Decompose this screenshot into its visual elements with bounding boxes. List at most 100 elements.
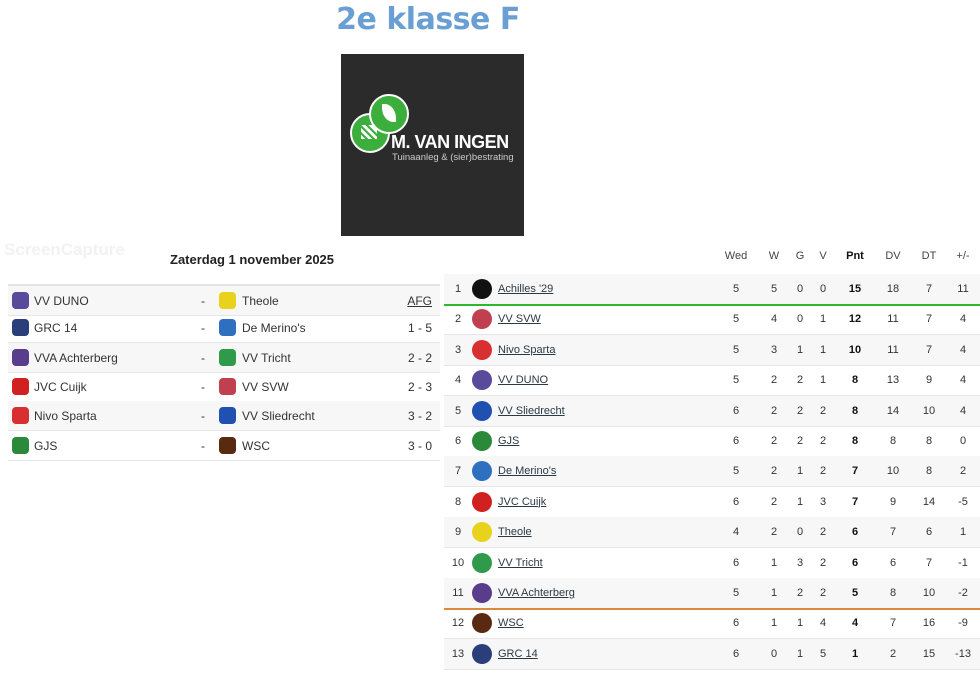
- team-link[interactable]: VV Sliedrecht: [498, 404, 565, 417]
- standings-row[interactable]: 1 Achilles '29 5 5 0 0 15 18 7 11: [444, 274, 980, 306]
- team-logo-icon: [472, 461, 492, 482]
- team-logo-icon: [472, 583, 492, 603]
- stat-dt: 9: [925, 374, 933, 387]
- standings-row[interactable]: 13 GRC 14 6 0 1 5 1 2 15 -13: [444, 638, 980, 670]
- stat-dt: 15: [922, 647, 936, 660]
- team-link[interactable]: Achilles '29: [498, 283, 554, 295]
- stat-pnt: 4: [851, 617, 859, 630]
- stat-dt: 7: [925, 283, 933, 295]
- stat-wed: 6: [732, 404, 740, 417]
- match-score[interactable]: AFG: [407, 294, 432, 308]
- team-rank: 10: [451, 556, 465, 569]
- team-link[interactable]: GJS: [498, 435, 520, 447]
- match-dash: -: [201, 379, 205, 394]
- stat-v: 2: [819, 465, 827, 478]
- standings-row[interactable]: 6 GJS 6 2 2 2 8 8 8 0: [444, 426, 980, 457]
- match-row[interactable]: Nivo Sparta - VV Sliedrecht 3 - 2: [8, 401, 440, 432]
- stat-dt: 8: [925, 465, 933, 478]
- team-logo-icon: [472, 491, 492, 512]
- stat-w: 1: [770, 587, 778, 599]
- team-link[interactable]: Nivo Sparta: [498, 343, 556, 356]
- stat-w: 2: [770, 404, 778, 417]
- standings-row[interactable]: 2 VV SVW 5 4 0 1 12 11 7 4: [444, 304, 980, 336]
- team-logo-icon: [472, 552, 492, 573]
- home-team-logo-icon: [12, 407, 29, 425]
- stat-gd: -13: [955, 647, 971, 660]
- team-rank: 7: [454, 465, 462, 478]
- team-link[interactable]: Theole: [498, 526, 532, 539]
- team-link[interactable]: WSC: [498, 617, 524, 630]
- standings-row[interactable]: 11 VVA Achterberg 5 1 2 2 5 8 10 -2: [444, 578, 980, 610]
- home-team-logo-icon: [12, 436, 29, 454]
- team-logo-icon: [472, 613, 492, 634]
- team-link[interactable]: VV SVW: [498, 313, 541, 326]
- stat-dv: 11: [887, 343, 899, 356]
- stat-g: 2: [796, 404, 804, 417]
- team-link[interactable]: De Merino's: [498, 465, 557, 478]
- standings-row[interactable]: 7 De Merino's 5 2 1 2 7 10 8 2: [444, 456, 980, 488]
- stat-wed: 6: [732, 647, 740, 660]
- match-row[interactable]: VV DUNO - Theole AFG: [8, 284, 440, 316]
- header-g: G: [795, 250, 805, 262]
- team-rank: 3: [454, 343, 462, 356]
- stat-wed: 5: [732, 343, 740, 356]
- team-logo-icon: [472, 400, 492, 421]
- match-dash: -: [201, 294, 205, 308]
- team-link[interactable]: JVC Cuijk: [498, 495, 547, 508]
- team-logo-icon: [472, 643, 492, 664]
- header-v: V: [819, 250, 827, 262]
- home-team-logo-icon: [12, 319, 29, 337]
- stat-dv: 9: [889, 495, 897, 508]
- standings-row[interactable]: 9 Theole 4 2 0 2 6 7 6 1: [444, 517, 980, 549]
- standings-row[interactable]: 5 VV Sliedrecht 6 2 2 2 8 14 10 4: [444, 395, 980, 427]
- team-link[interactable]: GRC 14: [498, 647, 538, 660]
- match-row[interactable]: VVA Achterberg - VV Tricht 2 - 2: [8, 342, 440, 373]
- stat-wed: 5: [732, 465, 740, 478]
- team-rank: 4: [454, 374, 462, 387]
- header-wed: Wed: [724, 250, 748, 262]
- standings-header: Wed W G V Pnt DV DT +/-: [444, 250, 980, 266]
- away-team-name: VV Sliedrecht: [242, 409, 315, 424]
- team-rank: 12: [451, 617, 465, 630]
- away-team-name: De Merino's: [242, 321, 306, 336]
- standings-row[interactable]: 10 VV Tricht 6 1 3 2 6 6 7 -1: [444, 548, 980, 580]
- match-score: 2 - 2: [407, 350, 432, 365]
- standings-row[interactable]: 3 Nivo Sparta 5 3 1 1 10 11 7 4: [444, 334, 980, 366]
- home-team-name: VVA Achterberg: [34, 350, 118, 365]
- header-w: W: [768, 250, 780, 262]
- stat-w: 1: [770, 556, 778, 569]
- stat-wed: 5: [732, 313, 740, 326]
- team-link[interactable]: VV Tricht: [498, 556, 543, 569]
- team-logo-icon: [472, 309, 492, 330]
- stat-v: 1: [819, 343, 827, 356]
- stat-v: 2: [819, 404, 827, 417]
- team-link[interactable]: VV DUNO: [498, 374, 549, 387]
- stat-dt: 10: [922, 404, 936, 417]
- match-row[interactable]: GRC 14 - De Merino's 1 - 5: [8, 313, 440, 344]
- match-row[interactable]: GJS - WSC 3 - 0: [8, 431, 440, 461]
- sponsor-logo: M. VAN INGEN Tuinaanleg & (sier)bestrati…: [341, 54, 524, 236]
- stat-v: 1: [819, 374, 827, 387]
- stat-gd: -9: [958, 617, 968, 630]
- results-date: Zaterdag 1 november 2025: [170, 252, 335, 267]
- stat-g: 1: [796, 647, 804, 660]
- standings-row[interactable]: 12 WSC 6 1 1 4 4 7 16 -9: [444, 608, 980, 640]
- stat-dv: 11: [887, 313, 899, 326]
- team-logo-icon: [472, 279, 492, 299]
- match-dash: -: [201, 350, 205, 365]
- stat-gd: 0: [959, 435, 967, 447]
- team-rank: 2: [454, 313, 462, 326]
- standings-row[interactable]: 8 JVC Cuijk 6 2 1 3 7 9 14 -5: [444, 487, 980, 518]
- match-row[interactable]: JVC Cuijk - VV SVW 2 - 3: [8, 372, 440, 402]
- standings-row[interactable]: 4 VV DUNO 5 2 2 1 8 13 9 4: [444, 365, 980, 397]
- stat-v: 0: [819, 283, 827, 295]
- stat-dt: 8: [925, 435, 933, 447]
- stat-v: 2: [819, 587, 827, 599]
- team-rank: 5: [454, 404, 462, 417]
- stat-w: 1: [770, 617, 778, 630]
- stat-g: 2: [796, 374, 804, 387]
- stat-w: 5: [770, 283, 778, 295]
- team-link[interactable]: VVA Achterberg: [498, 587, 575, 599]
- stat-gd: 4: [959, 343, 967, 356]
- away-team-logo-icon: [219, 436, 236, 454]
